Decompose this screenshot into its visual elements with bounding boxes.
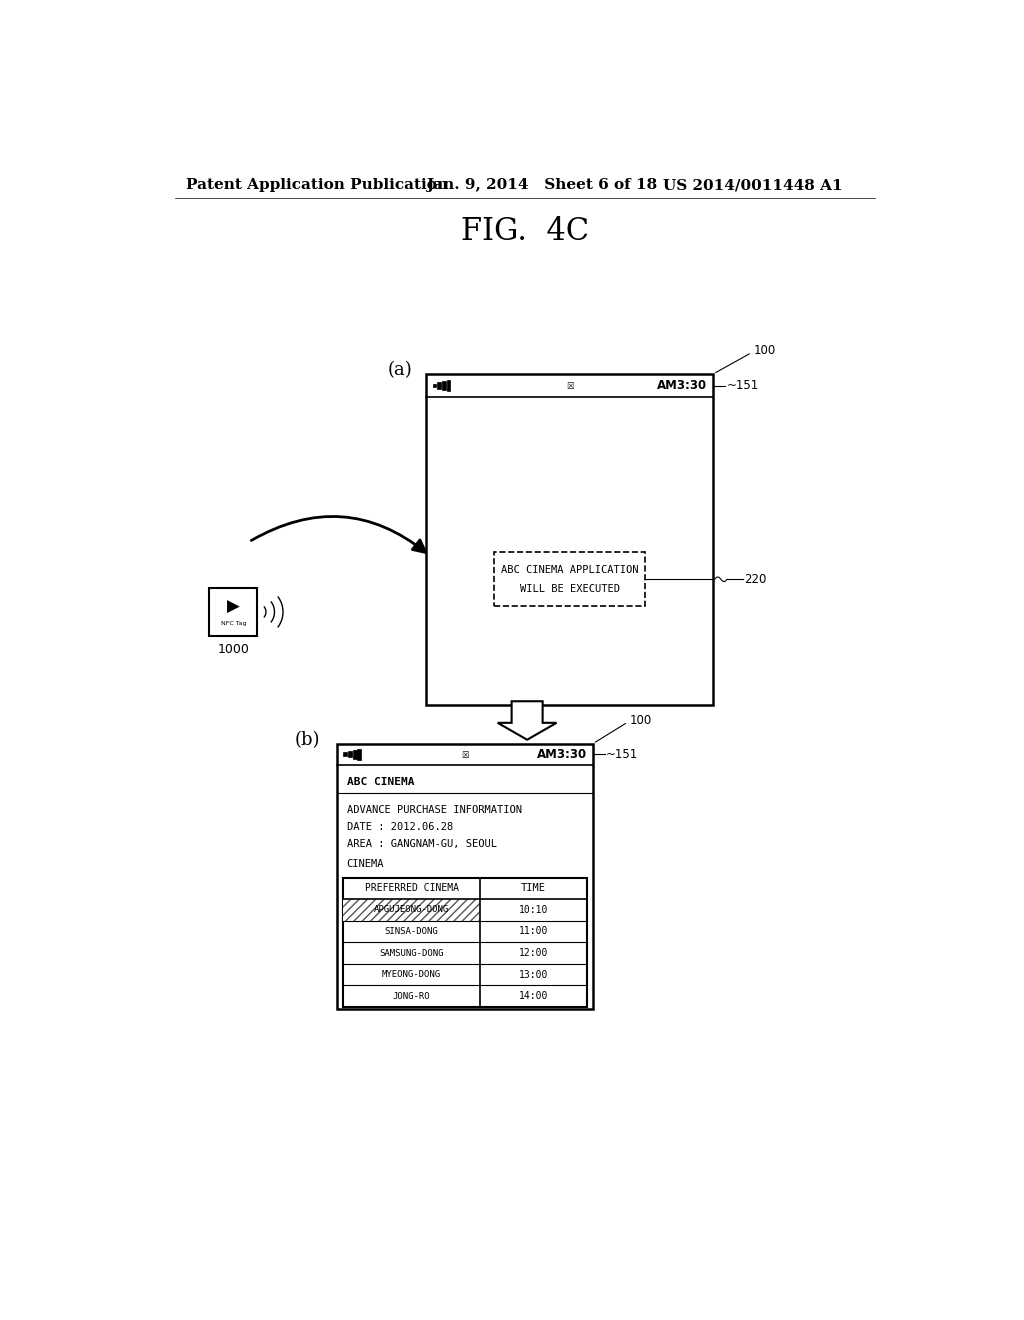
Text: DATE : 2012.06.28: DATE : 2012.06.28 (346, 822, 453, 832)
Text: ~151: ~151 (726, 379, 759, 392)
Bar (437, 383, 441, 388)
Text: ▶: ▶ (227, 598, 240, 616)
Bar (348, 751, 352, 758)
Text: AM3:30: AM3:30 (656, 379, 707, 392)
Text: FIG.  4C: FIG. 4C (461, 216, 589, 247)
Text: NFC Tag: NFC Tag (220, 622, 246, 627)
Bar (432, 384, 436, 388)
Text: ~151: ~151 (606, 748, 638, 760)
Bar (337, 743, 593, 1010)
Text: APGUJEONG-DONG: APGUJEONG-DONG (374, 906, 450, 915)
Text: ABC CINEMA APPLICATION: ABC CINEMA APPLICATION (501, 565, 639, 576)
Text: US 2014/0011448 A1: US 2014/0011448 A1 (663, 178, 843, 193)
Text: AREA : GANGNAM-GU, SEOUL: AREA : GANGNAM-GU, SEOUL (346, 838, 497, 849)
Polygon shape (498, 701, 557, 739)
Text: 13:00: 13:00 (518, 970, 548, 979)
FancyArrowPatch shape (251, 516, 426, 552)
Bar (343, 752, 347, 756)
Text: PREFERRED CINEMA: PREFERRED CINEMA (365, 883, 459, 894)
Text: MYEONG-DONG: MYEONG-DONG (382, 970, 441, 979)
Text: Patent Application Publication: Patent Application Publication (186, 178, 449, 193)
Bar (343, 899, 479, 921)
Text: ☒: ☒ (566, 379, 573, 392)
Text: 10:10: 10:10 (518, 906, 548, 915)
Bar (357, 748, 361, 760)
Bar (442, 381, 445, 389)
Bar (352, 750, 356, 759)
Text: ☒: ☒ (462, 748, 469, 760)
Text: 100: 100 (630, 714, 651, 727)
Text: (a): (a) (388, 362, 413, 379)
Text: 14:00: 14:00 (518, 991, 548, 1001)
Bar (446, 380, 451, 391)
Text: AM3:30: AM3:30 (537, 748, 587, 760)
Text: 220: 220 (744, 573, 767, 586)
Text: SAMSUNG-DONG: SAMSUNG-DONG (379, 949, 443, 957)
Text: TIME: TIME (521, 883, 546, 894)
Bar (426, 374, 713, 705)
FancyBboxPatch shape (495, 552, 645, 606)
Text: CINEMA: CINEMA (346, 859, 384, 869)
Text: (b): (b) (295, 731, 321, 748)
Text: Jan. 9, 2014   Sheet 6 of 18: Jan. 9, 2014 Sheet 6 of 18 (426, 178, 657, 193)
Text: 1000: 1000 (217, 643, 249, 656)
Text: 12:00: 12:00 (518, 948, 548, 958)
Text: ABC CINEMA: ABC CINEMA (346, 777, 414, 787)
Bar (209, 589, 257, 636)
Text: WILL BE EXECUTED: WILL BE EXECUTED (520, 583, 620, 594)
Text: JONG-RO: JONG-RO (393, 991, 430, 1001)
Text: SINSA-DONG: SINSA-DONG (385, 927, 438, 936)
Text: 11:00: 11:00 (518, 927, 548, 936)
Text: ADVANCE PURCHASE INFORMATION: ADVANCE PURCHASE INFORMATION (346, 805, 521, 814)
Bar (343, 878, 587, 1007)
Text: 100: 100 (754, 345, 775, 358)
